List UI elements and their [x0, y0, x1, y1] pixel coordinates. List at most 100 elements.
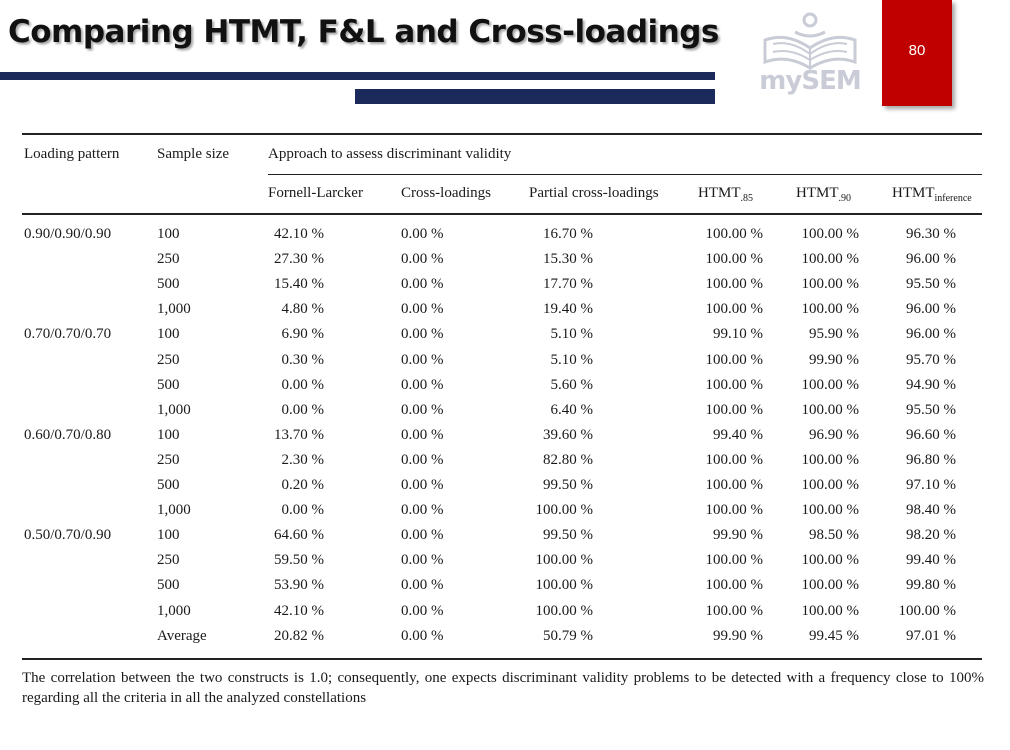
header-cross-loadings: Cross-loadings: [401, 185, 491, 201]
cell-htmt-85: 100.00 %: [705, 502, 764, 519]
cell-htmt-85: 100.00 %: [705, 477, 764, 493]
title-accent-bar: [355, 89, 715, 104]
cell-cross-loadings: 0.00 %: [401, 627, 444, 644]
cell-htmt-inference: 96.60 %: [906, 426, 956, 443]
cell-partial-cross-loadings: 100.00 %: [535, 602, 594, 619]
cell-fornell-larcker: 0.00 %: [281, 401, 325, 418]
cell-sample-size: 1,000: [157, 401, 191, 418]
mysem-logo: mySEM: [755, 10, 865, 98]
cell-partial-cross-loadings: 17.70 %: [543, 276, 593, 293]
header-bottom-rule: [22, 213, 982, 215]
cell-fornell-larcker: 0.00 %: [281, 502, 325, 519]
cell-cross-loadings: 0.00 %: [401, 276, 444, 293]
cell-htmt-inference: 95.70 %: [906, 351, 956, 368]
cell-sample-size: 500: [157, 276, 180, 293]
cell-fornell-larcker: 59.50 %: [274, 552, 324, 569]
cell-htmt-85: 99.10 %: [713, 326, 763, 343]
cell-htmt-inference: 98.40 %: [906, 502, 956, 519]
cell-htmt-85: 100.00 %: [705, 226, 764, 242]
cell-htmt-85: 100.00 %: [705, 451, 764, 468]
cell-htmt-inference: 96.00 %: [906, 301, 956, 318]
slide-title: Comparing HTMT, F&L and Cross-loadings: [8, 14, 719, 50]
cell-fornell-larcker: 42.10 %: [274, 226, 324, 242]
cell-partial-cross-loadings: 15.30 %: [543, 251, 593, 268]
cell-fornell-larcker: 0.30 %: [281, 351, 325, 368]
cell-fornell-larcker: 42.10 %: [274, 602, 324, 619]
cell-htmt-90: 100.00 %: [801, 276, 860, 293]
header-htmt-85: HTMT.85: [698, 185, 753, 204]
cell-sample-size: 500: [157, 577, 180, 594]
table-bottom-rule: [22, 658, 982, 660]
cell-sample-size: 100: [157, 326, 180, 343]
cell-partial-cross-loadings: 19.40 %: [543, 301, 593, 318]
cell-htmt-90: 100.00 %: [801, 552, 860, 569]
cell-cross-loadings: 0.00 %: [401, 602, 444, 619]
cell-cross-loadings: 0.00 %: [401, 552, 444, 569]
cell-htmt-90: 95.90 %: [809, 326, 859, 343]
cell-loading-pattern: 0.70/0.70/0.70: [24, 326, 112, 343]
cell-partial-cross-loadings: 50.79 %: [543, 627, 593, 644]
cell-partial-cross-loadings: 100.00 %: [535, 502, 594, 519]
cell-htmt-85: 99.40 %: [713, 426, 763, 443]
cell-partial-cross-loadings: 39.60 %: [543, 426, 593, 443]
cell-htmt-90: 96.90 %: [809, 426, 859, 443]
cell-partial-cross-loadings: 5.60 %: [550, 376, 594, 393]
cell-cross-loadings: 0.00 %: [401, 477, 444, 493]
header-htmt-90: HTMT.90: [796, 185, 851, 204]
cell-partial-cross-loadings: 6.40 %: [550, 401, 594, 418]
logo-text: mySEM: [759, 66, 861, 96]
cell-cross-loadings: 0.00 %: [401, 351, 444, 368]
group-header-rule: [268, 174, 982, 175]
cell-htmt-90: 100.00 %: [801, 451, 860, 468]
cell-partial-cross-loadings: 5.10 %: [550, 351, 594, 368]
cell-sample-size: 1,000: [157, 602, 191, 619]
page-number-box: 80: [882, 0, 952, 106]
cell-htmt-90: 100.00 %: [801, 502, 860, 519]
cell-sample-size: 1,000: [157, 502, 191, 519]
cell-htmt-inference: 97.01 %: [906, 627, 956, 644]
cell-htmt-inference: 97.10 %: [906, 477, 956, 493]
cell-htmt-90: 100.00 %: [801, 226, 860, 242]
cell-fornell-larcker: 6.90 %: [281, 326, 325, 343]
cell-htmt-inference: 96.00 %: [906, 251, 956, 268]
cell-htmt-85: 100.00 %: [705, 251, 764, 268]
cell-sample-size: 250: [157, 351, 180, 368]
cell-htmt-90: 100.00 %: [801, 401, 860, 418]
cell-fornell-larcker: 0.00 %: [281, 376, 325, 393]
cell-fornell-larcker: 2.30 %: [281, 451, 325, 468]
cell-htmt-85: 100.00 %: [705, 276, 764, 293]
cell-cross-loadings: 0.00 %: [401, 426, 444, 443]
cell-htmt-90: 99.45 %: [809, 627, 859, 644]
cell-htmt-85: 100.00 %: [705, 552, 764, 569]
open-book-icon: [763, 12, 857, 70]
cell-cross-loadings: 0.00 %: [401, 251, 444, 268]
cell-cross-loadings: 0.00 %: [401, 326, 444, 343]
header-htmt-inference: HTMTinference: [892, 185, 972, 204]
cell-loading-pattern: 0.60/0.70/0.80: [24, 426, 112, 443]
cell-fornell-larcker: 15.40 %: [274, 276, 324, 293]
cell-cross-loadings: 0.00 %: [401, 451, 444, 468]
cell-htmt-85: 100.00 %: [705, 401, 764, 418]
page-number: 80: [908, 42, 926, 59]
cell-sample-size: 1,000: [157, 301, 191, 318]
table-top-rule: [22, 133, 982, 135]
cell-partial-cross-loadings: 99.50 %: [543, 527, 593, 544]
cell-htmt-90: 99.90 %: [809, 351, 859, 368]
table-footnote: The correlation between the two construc…: [22, 670, 984, 706]
cell-sample-size: 100: [157, 426, 180, 443]
cell-htmt-90: 100.00 %: [801, 301, 860, 318]
cell-htmt-90: 100.00 %: [801, 602, 860, 619]
cell-htmt-85: 100.00 %: [705, 301, 764, 318]
cell-sample-size: 100: [157, 527, 180, 544]
header-loading-pattern: Loading pattern: [24, 146, 120, 162]
cell-htmt-90: 100.00 %: [801, 376, 860, 393]
cell-htmt-inference: 96.00 %: [906, 326, 956, 343]
cell-cross-loadings: 0.00 %: [401, 502, 444, 519]
cell-htmt-inference: 99.80 %: [906, 577, 956, 594]
cell-loading-pattern: 0.50/0.70/0.90: [24, 527, 112, 544]
cell-fornell-larcker: 0.20 %: [281, 477, 325, 493]
header-partial-cross-loadings: Partial cross-loadings: [529, 185, 659, 201]
cell-htmt-85: 100.00 %: [705, 376, 764, 393]
cell-htmt-inference: 100.00 %: [898, 602, 957, 619]
cell-htmt-inference: 98.20 %: [906, 527, 956, 544]
